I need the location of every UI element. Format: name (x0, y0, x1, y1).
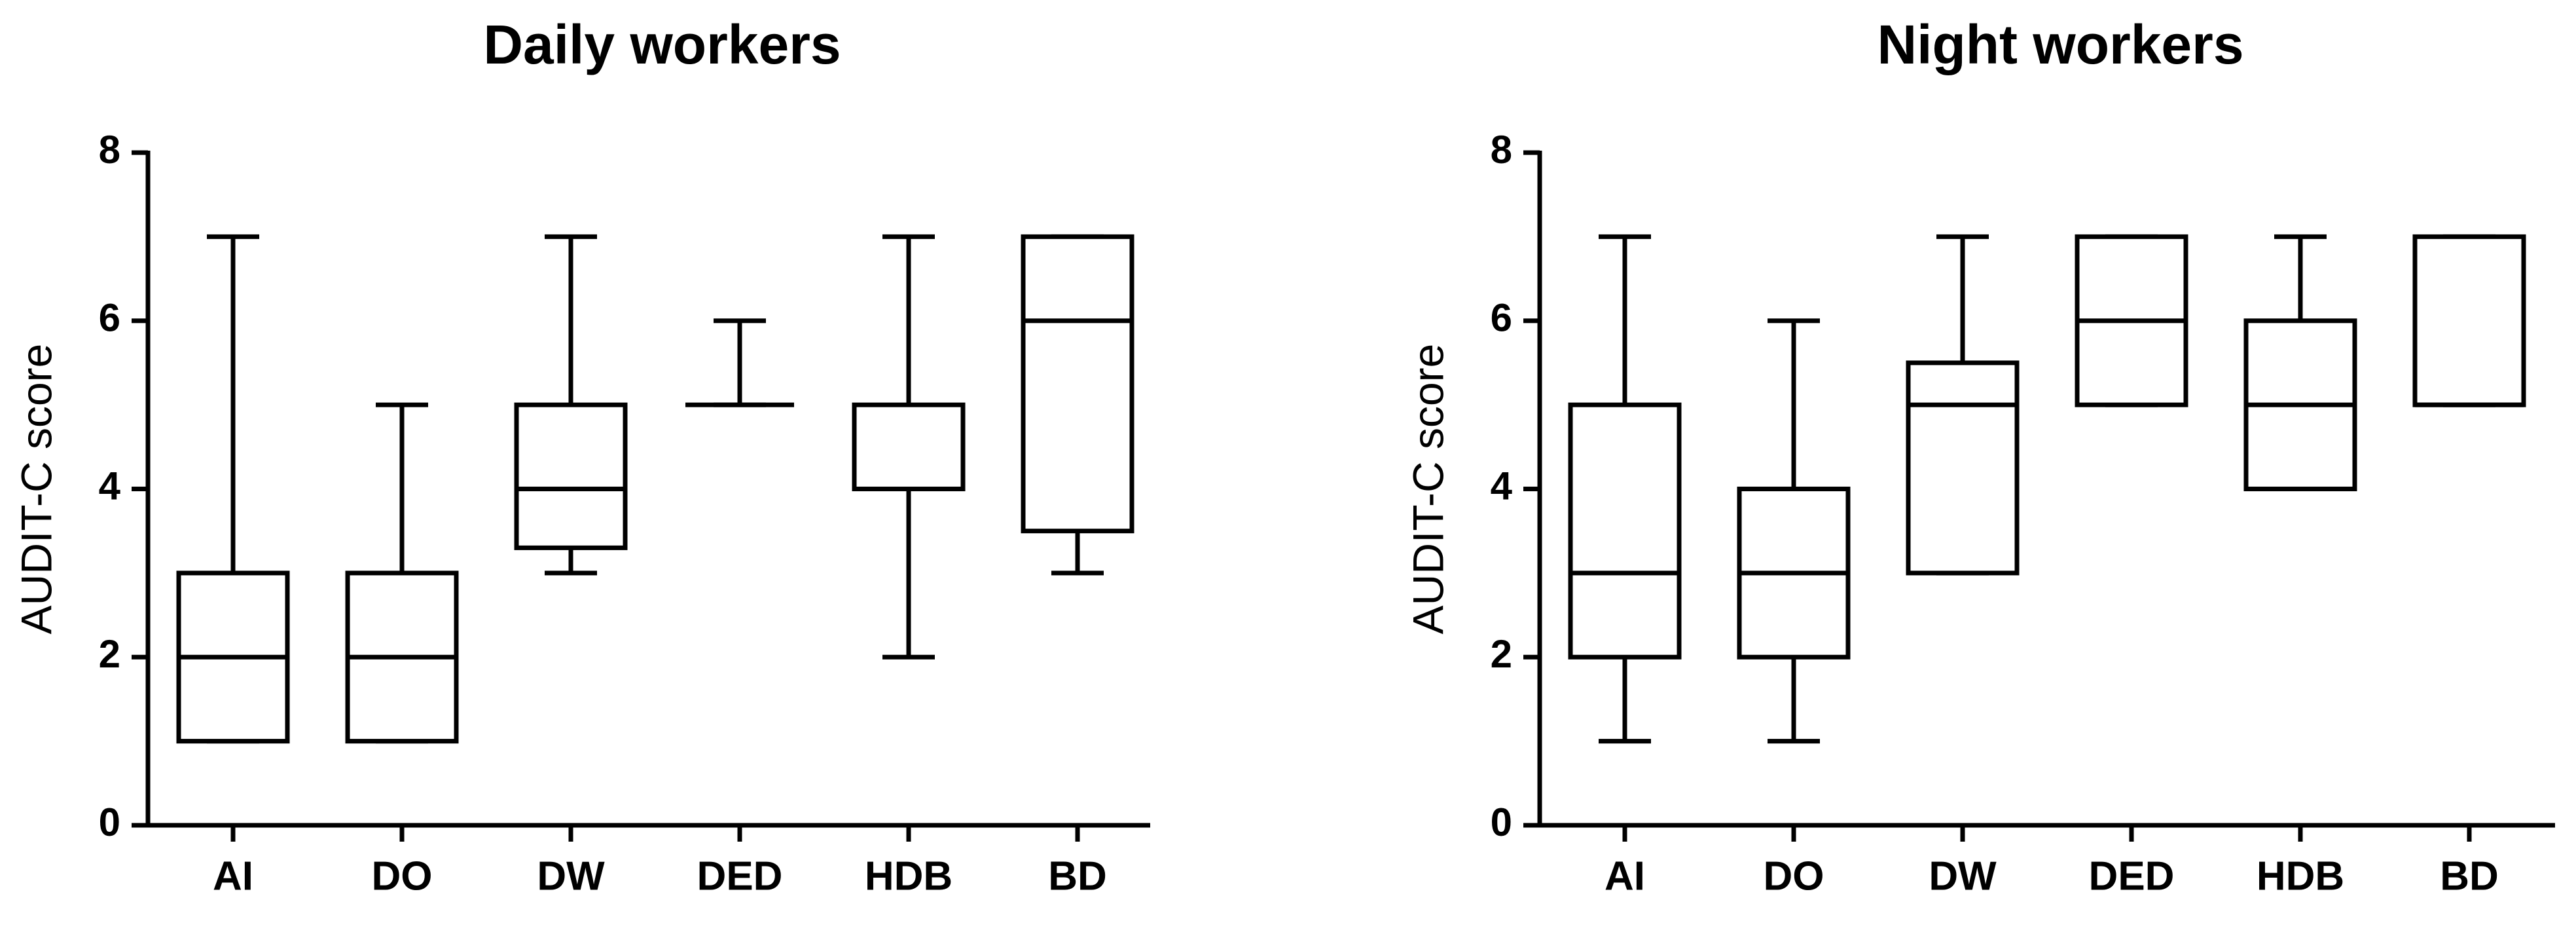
x-tick-label: BD (1048, 853, 1107, 899)
x-tick-label: DO (372, 853, 433, 899)
x-tick-label: DW (537, 853, 605, 899)
box (1906, 360, 2020, 576)
y-tick-label: 6 (99, 296, 120, 340)
box (2412, 234, 2526, 407)
chart-title: Night workers (1877, 14, 2243, 75)
x-tick-label: HDB (865, 853, 952, 899)
y-axis-label: AUDIT-C score (12, 344, 60, 635)
box (1568, 402, 1682, 660)
box (514, 402, 628, 550)
y-axis-label: AUDIT-C score (1404, 344, 1452, 635)
box (852, 402, 966, 491)
x-tick-label: AI (213, 853, 253, 899)
y-tick-label: 4 (1491, 464, 1513, 508)
y-tick-label: 2 (99, 632, 120, 676)
x-tick-label: BD (2440, 853, 2499, 899)
x-tick-label: DED (2089, 853, 2175, 899)
x-tick-label: DED (697, 853, 783, 899)
y-tick-label: 0 (1491, 800, 1512, 844)
y-tick-label: 0 (99, 800, 120, 844)
chart-title: Daily workers (483, 14, 841, 75)
x-tick-label: AI (1605, 853, 1645, 899)
y-tick-label: 8 (99, 128, 120, 172)
y-tick-label: 6 (1491, 296, 1512, 340)
x-tick-label: DO (1764, 853, 1824, 899)
x-tick-label: DW (1929, 853, 1997, 899)
y-tick-label: 4 (99, 464, 121, 508)
box (1021, 234, 1134, 534)
y-tick-label: 2 (1491, 632, 1512, 676)
y-tick-label: 8 (1491, 128, 1512, 172)
x-tick-label: HDB (2257, 853, 2344, 899)
